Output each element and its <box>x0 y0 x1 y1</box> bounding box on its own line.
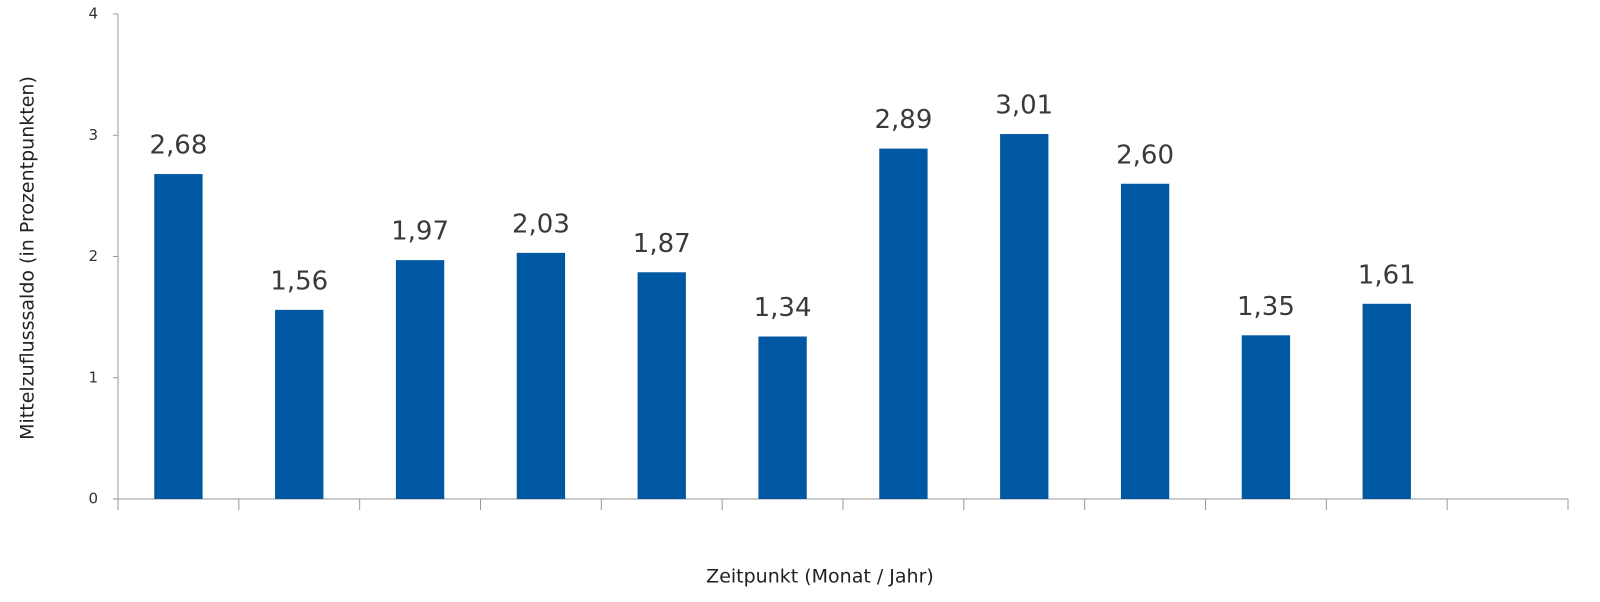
value-label: 2,60 <box>1116 140 1174 170</box>
y-tick-label: 2 <box>88 247 98 265</box>
x-axis-title: Zeitpunkt (Monat / Jahr) <box>706 566 934 588</box>
bar <box>879 148 928 499</box>
y-tick-label: 1 <box>88 368 98 386</box>
bar <box>395 260 445 499</box>
bar <box>637 272 686 499</box>
y-axis-title: Mittelzufluss­saldo (in Prozentpunkten) <box>17 76 39 440</box>
value-label: 1,34 <box>754 293 812 323</box>
y-tick-label: 0 <box>88 490 98 508</box>
value-label: 1,97 <box>391 217 449 247</box>
value-label: 3,01 <box>995 91 1053 121</box>
bar <box>1362 303 1411 499</box>
bar <box>516 252 566 499</box>
value-label: 2,68 <box>149 131 207 161</box>
bar <box>758 336 807 499</box>
y-tick-label: 3 <box>88 126 98 144</box>
value-label: 1,56 <box>270 266 328 296</box>
value-label: 2,03 <box>512 209 570 239</box>
value-label: 2,89 <box>874 105 932 135</box>
y-tick-label: 4 <box>88 5 98 23</box>
bar <box>1120 183 1170 499</box>
value-label: 1,35 <box>1237 292 1295 322</box>
value-label: 1,61 <box>1358 260 1416 290</box>
value-label: 1,87 <box>633 229 691 259</box>
bar <box>1000 134 1049 499</box>
bar <box>1241 335 1291 499</box>
bar <box>275 309 324 499</box>
bar <box>154 174 203 500</box>
